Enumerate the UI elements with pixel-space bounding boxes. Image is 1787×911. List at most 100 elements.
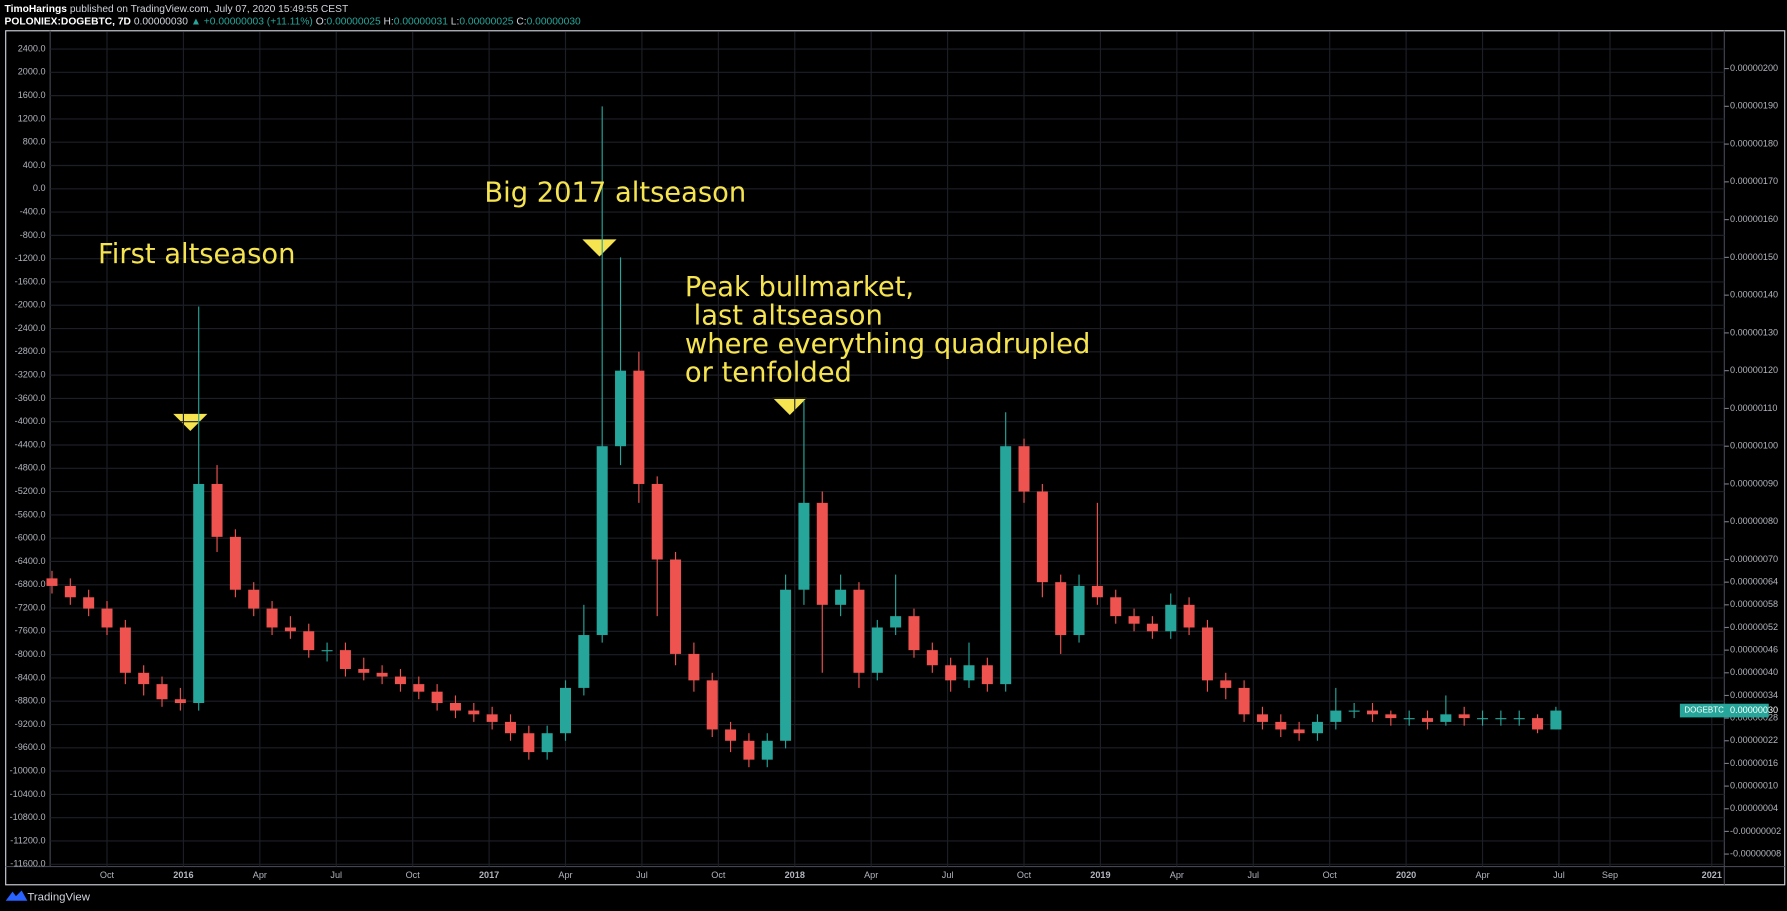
candle-body [835, 589, 847, 605]
y2-tick-label: -2000.0 [15, 300, 46, 310]
candle-body [1128, 616, 1140, 624]
y-tick-label: 0.00000004 [1730, 803, 1778, 813]
y2-tick-label: -6400.0 [15, 556, 46, 566]
y2-tick-label: 2000.0 [18, 67, 46, 77]
candle-body [523, 733, 535, 753]
candle-body [706, 680, 718, 730]
candle-body [1458, 714, 1470, 719]
candle-body [1477, 718, 1489, 720]
candle-body [1256, 714, 1268, 722]
y2-tick-label: -8400.0 [15, 672, 46, 682]
y2-tick-label: -11600.0 [10, 859, 45, 869]
candle-body [853, 589, 865, 673]
candle-body [1018, 446, 1030, 492]
candle-body [468, 710, 480, 715]
published: published on TradingView.com, July 07, 2… [67, 4, 349, 15]
y-tick-label: 0.00000064 [1730, 577, 1778, 587]
candle-body [376, 672, 388, 677]
y-tick-label: 0.00000040 [1730, 667, 1778, 677]
x-tick-label: 2021 [1702, 870, 1722, 880]
y2-tick-label: -11200.0 [10, 835, 45, 845]
y2-tick-label: -3200.0 [15, 370, 46, 380]
x-tick-label: Oct [711, 870, 726, 880]
brand: TradingView [27, 891, 90, 903]
candle-body [1550, 710, 1562, 730]
candle-body [1036, 491, 1048, 583]
candle-body [890, 616, 902, 628]
candle-body [46, 578, 58, 586]
x-tick-label: Sep [1602, 870, 1618, 880]
last-price-symbol: DOGEBTC [1684, 706, 1724, 715]
candle-body [1275, 721, 1287, 730]
x-tick-label: 2019 [1090, 870, 1110, 880]
y-tick-label: 0.00000110 [1730, 403, 1777, 413]
y2-tick-label: 400.0 [23, 160, 46, 170]
y-tick-label: 0.00000058 [1730, 599, 1778, 609]
candle-body [1091, 585, 1103, 598]
header-line-1: TimoHarings published on TradingView.com… [5, 4, 349, 15]
y-tick-label: 0.00000046 [1730, 645, 1778, 655]
y2-tick-label: -1200.0 [15, 253, 46, 263]
candle-body [725, 729, 737, 741]
candle-body [248, 589, 260, 609]
candle-body [211, 483, 223, 537]
o-label: O: [316, 16, 327, 27]
y-tick-label: 0.00000190 [1730, 101, 1778, 111]
y2-tick-label: -3600.0 [15, 393, 46, 403]
annotation: where everything quadrupled [685, 329, 1090, 360]
candle-body [1403, 718, 1415, 720]
x-tick-label: Jul [1247, 870, 1259, 880]
y-tick-label: 0.00000090 [1730, 478, 1778, 488]
l-value: 0.00000025 [459, 16, 513, 27]
candle-body [945, 665, 957, 681]
annotation: Peak bullmarket, [685, 272, 914, 303]
candle-body [1220, 680, 1232, 688]
marker-triangle [582, 239, 617, 257]
y2-tick-label: -10800.0 [10, 812, 46, 822]
candle-body [670, 559, 682, 654]
x-tick-label: Apr [253, 870, 267, 880]
y2-tick-label: -7200.0 [15, 602, 46, 612]
candle-body [1073, 585, 1085, 636]
last-price-box [1679, 703, 1769, 718]
annotation: or tenfolded [685, 357, 852, 388]
candle-body [1330, 710, 1342, 722]
candle-body [1348, 710, 1360, 712]
change: ▲ +0.00000003 (+11.11%) [191, 16, 313, 27]
y-tick-label: 0.00000200 [1730, 63, 1778, 73]
candle-body [1183, 604, 1195, 628]
candle-body [963, 665, 975, 681]
annotation: Big 2017 altseason [484, 177, 746, 208]
l-label: L: [451, 16, 460, 27]
y2-tick-label: -8000.0 [15, 649, 46, 659]
y2-tick-label: -1600.0 [15, 276, 46, 286]
candle-body [101, 608, 113, 628]
header-line-2: POLONIEX:DOGEBTC, 7D 0.00000030 ▲ +0.000… [5, 16, 581, 27]
y-tick-label: 0.00000100 [1730, 441, 1778, 451]
y2-tick-label: -5200.0 [15, 486, 46, 496]
candle-body [1495, 718, 1507, 720]
marker-triangle [772, 397, 807, 416]
candle-body [596, 446, 608, 636]
x-tick-label: Oct [1323, 870, 1338, 880]
candle-body [83, 597, 95, 609]
candle-body [1201, 627, 1213, 681]
y-tick-label: 0.00000170 [1730, 176, 1778, 186]
candle-body [1385, 714, 1397, 719]
y-tick-label: 0.00000022 [1730, 735, 1778, 745]
y2-tick-label: 1600.0 [18, 90, 46, 100]
candle-body [1146, 623, 1158, 632]
y2-tick-label: 0.0 [33, 183, 46, 193]
candle-body [1513, 718, 1525, 720]
y2-tick-label: -4400.0 [15, 439, 46, 449]
o-value: 0.00000025 [327, 16, 381, 27]
candle-body [156, 684, 168, 700]
x-tick-label: Jul [636, 870, 648, 880]
y2-tick-label: -10000.0 [10, 765, 46, 775]
candle-body [871, 627, 883, 673]
candle-body [193, 483, 205, 704]
candle-body [1311, 721, 1323, 734]
candle-body [816, 502, 828, 605]
